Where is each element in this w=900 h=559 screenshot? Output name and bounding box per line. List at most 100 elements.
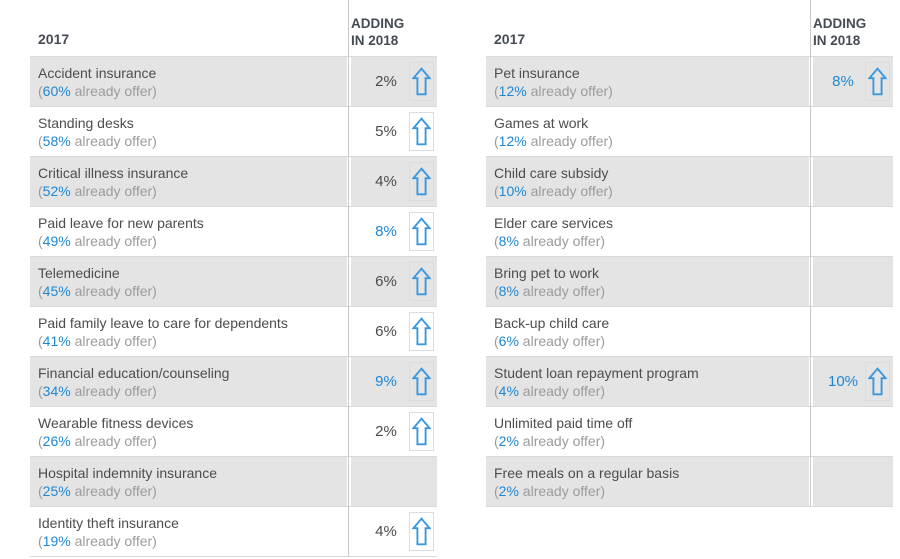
adding-cell [813,407,893,456]
table-row: Paid leave for new parents (49% already … [30,207,437,257]
benefit-cell: Games at work (12% already offer) [486,107,809,156]
benefit-name: Financial education/counseling [38,364,230,381]
up-arrow-icon [409,162,434,201]
adding-percent: 2% [375,73,397,90]
offer-percent: 49% [42,232,71,249]
table-row: Games at work (12% already offer) [486,107,893,157]
benefit-cell: Financial education/counseling (34% alre… [30,357,347,406]
table-rows: Pet insurance (12% already offer) 8% Gam… [486,56,893,507]
offer-note-prefix: ( [494,482,499,499]
up-arrow-icon [865,62,890,101]
table-row: Pet insurance (12% already offer) 8% [486,57,893,107]
table-row: Elder care services (8% already offer) [486,207,893,257]
offer-note-prefix: ( [494,432,499,449]
offer-percent: 45% [42,282,71,299]
benefits-table-right: 2017 ADDING IN 2018 Pet insurance (12% a… [486,0,893,507]
benefit-name: Critical illness insurance [38,164,189,181]
benefit-cell: Elder care services (8% already offer) [486,207,809,256]
adding-cell: 10% [813,357,893,406]
offer-note-suffix: already offer) [70,282,157,299]
offer-note-suffix: already offer) [518,432,606,449]
table-row: Hospital indemnity insurance (25% alread… [30,457,437,507]
offer-note-prefix: ( [494,182,499,199]
offer-note-suffix: already offer) [518,232,606,249]
table-row: Free meals on a regular basis (2% alread… [486,457,893,507]
offer-note-suffix: already offer) [70,482,157,499]
benefit-offer-note: (52% already offer) [38,182,347,200]
benefit-offer-note: (8% already offer) [494,232,809,250]
table-row: Back-up child care (6% already offer) [486,307,893,357]
table-row: Wearable fitness devices (26% already of… [30,407,437,457]
column-header-2017: 2017 [38,31,70,47]
offer-note-prefix: ( [494,382,499,399]
adding-percent: 10% [827,373,859,390]
column-header-adding-line1: ADDING [351,16,405,31]
up-arrow-icon [409,262,434,301]
table-row: Accident insurance (60% already offer) 2… [30,57,437,107]
adding-cell: 4% [351,507,437,556]
benefit-name: Back-up child care [494,314,610,331]
benefit-name: Student loan repayment program [494,364,699,381]
adding-percent: 6% [375,273,397,290]
benefit-name: Pet insurance [494,64,580,81]
adding-cell [813,257,893,306]
offer-percent: 12% [498,132,527,149]
column-header-adding-2018: ADDING IN 2018 [800,15,893,56]
offer-note-prefix: ( [38,532,43,549]
benefit-cell: Back-up child care (6% already offer) [486,307,809,356]
adding-percent: 4% [375,523,397,540]
adding-percent: 5% [375,123,397,140]
offer-note-suffix: already offer) [518,482,606,499]
adding-cell [813,207,893,256]
adding-percent: 4% [375,173,397,190]
benefits-table-left: 2017 ADDING IN 2018 Accident insurance (… [30,0,437,557]
benefit-name: Elder care services [494,214,614,231]
offer-note-prefix: ( [494,232,499,249]
offer-percent: 25% [42,482,71,499]
offer-note-prefix: ( [38,482,43,499]
adding-percent: 8% [832,73,854,90]
offer-percent: 58% [42,132,71,149]
offer-note-prefix: ( [38,332,43,349]
table-row: Child care subsidy (10% already offer) [486,157,893,207]
column-header-adding-line1: ADDING [813,16,867,31]
offer-note-suffix: already offer) [70,182,157,199]
benefit-name: Accident insurance [38,64,157,81]
table-row: Standing desks (58% already offer) 5% [30,107,437,157]
benefit-offer-note: (25% already offer) [38,482,347,500]
benefit-cell: Standing desks (58% already offer) [30,107,347,156]
table-row: Bring pet to work (8% already offer) [486,257,893,307]
adding-cell: 2% [351,407,437,456]
offer-note-prefix: ( [38,432,43,449]
offer-note-prefix: ( [38,82,43,99]
table-row: Student loan repayment program (4% alrea… [486,357,893,407]
benefit-offer-note: (41% already offer) [38,332,347,350]
offer-note-suffix: already offer) [526,182,613,199]
column-header-adding-line2: IN 2018 [813,33,861,48]
offer-percent: 52% [42,182,71,199]
offer-note-suffix: already offer) [526,82,613,99]
benefit-offer-note: (19% already offer) [38,532,347,550]
column-header-adding-2018: ADDING IN 2018 [338,15,437,56]
benefit-offer-note: (34% already offer) [38,382,347,400]
offer-percent: 19% [42,532,71,549]
up-arrow-icon [409,362,434,401]
table-header: 2017 ADDING IN 2018 [30,0,437,56]
benefit-offer-note: (58% already offer) [38,132,347,150]
benefit-offer-note: (6% already offer) [494,332,809,350]
offer-note-prefix: ( [494,82,499,99]
offer-percent: 60% [42,82,71,99]
offer-note-suffix: already offer) [526,132,613,149]
offer-note-prefix: ( [38,132,43,149]
benefit-cell: Pet insurance (12% already offer) [486,57,809,106]
table-row: Financial education/counseling (34% alre… [30,357,437,407]
table-header: 2017 ADDING IN 2018 [486,0,893,56]
adding-cell: 5% [351,107,437,156]
benefit-cell: Child care subsidy (10% already offer) [486,157,809,206]
benefit-name: Paid family leave to care for dependents [38,314,288,331]
offer-percent: 8% [498,282,519,299]
adding-cell: 8% [351,207,437,256]
adding-cell: 6% [351,307,437,356]
benefit-offer-note: (49% already offer) [38,232,347,250]
